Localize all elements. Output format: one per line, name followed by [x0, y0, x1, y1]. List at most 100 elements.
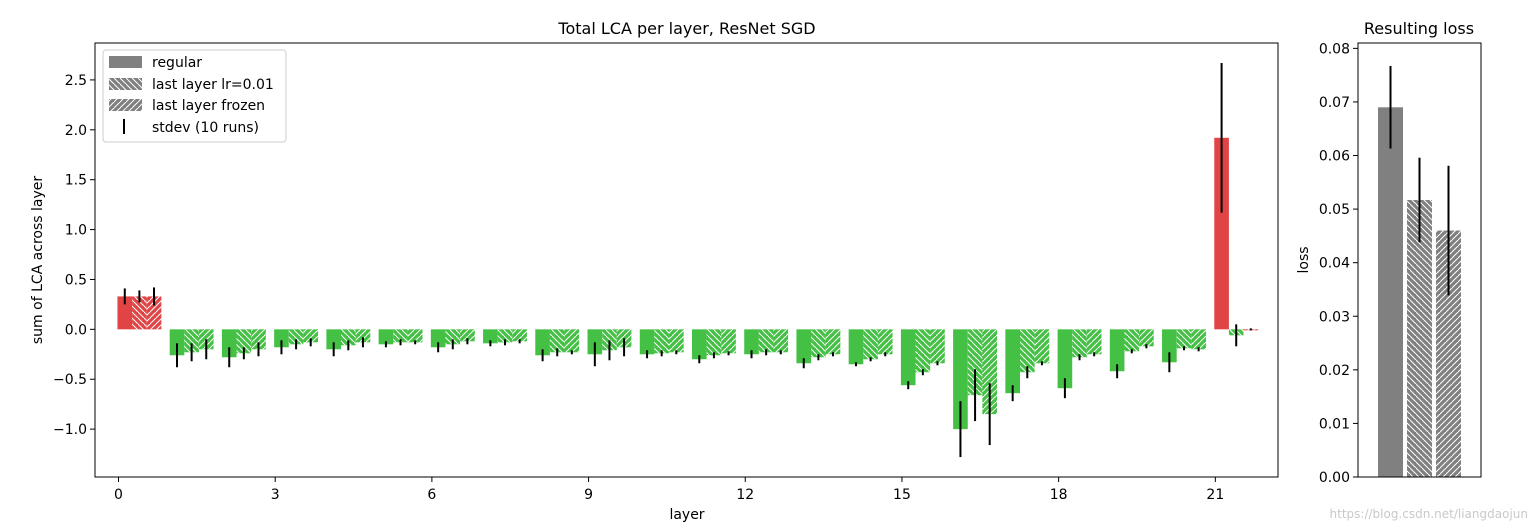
bar-hatch-layer-18: [1086, 329, 1102, 355]
side-chart-title: Resulting loss: [1364, 19, 1474, 38]
loss-y-tick-label: 0.03: [1319, 309, 1350, 325]
side-error-bars: [1389, 66, 1450, 296]
x-tick-label: 9: [584, 487, 593, 503]
x-tick-label: 18: [1050, 487, 1068, 503]
bar-hatch-layer-7: [512, 329, 527, 342]
bar-hatch-layer-12: [773, 329, 789, 353]
bar-regular-layer-18: [1057, 329, 1073, 389]
y-tick-label: 1.0: [65, 223, 87, 239]
legend-label-stdev: stdev (10 runs): [152, 120, 259, 136]
x-tick-label: 12: [736, 487, 754, 503]
bar-regular-layer-13: [796, 329, 812, 364]
legend-swatch-regular: [109, 56, 142, 68]
bar-regular-layer-9: [587, 329, 603, 355]
bar-hatch-layer-6: [460, 329, 475, 342]
loss-y-tick-label: 0.04: [1319, 256, 1350, 272]
bar-hatch-layer-10: [654, 329, 670, 354]
y-tick-label: 2.5: [65, 73, 87, 89]
main-x-ticks: 0 3 6 9 12 15 18 21: [114, 477, 1224, 503]
bar-regular-layer-17: [1005, 329, 1020, 394]
main-y-ticks: −1.0 −0.5 0.0 0.5 1.0 1.5 2.0 2.5: [53, 73, 95, 438]
bar-regular-layer-0: [117, 296, 133, 330]
bar-hatch-layer-20: [1176, 329, 1192, 349]
side-y-ticks: 0.00 0.01 0.02 0.03 0.04 0.05 0.06 0.07 0.08: [1319, 41, 1358, 486]
main-plot-frame: [94, 42, 1279, 478]
bar-regular-layer-20: [1162, 329, 1177, 363]
bar-hatch-layer-14: [877, 329, 893, 355]
bar-regular-layer-5: [378, 329, 394, 345]
bar-hatch-layer-11: [706, 329, 722, 356]
bar-regular-layer-12: [744, 329, 759, 355]
bar-hatch-layer-18: [1072, 329, 1087, 358]
bar-hatch-layer-10: [669, 329, 684, 353]
bar-regular-layer-1: [169, 329, 185, 356]
main-bars: [117, 137, 1259, 430]
bar-hatch-layer-16: [982, 329, 998, 415]
main-chart-title: Total LCA per layer, ResNet SGD: [557, 19, 815, 38]
legend-swatch-lr-hatch: [109, 78, 142, 90]
bar-hatch-layer-17: [1019, 329, 1035, 373]
main-x-axis-label: layer: [669, 507, 704, 523]
bar-regular-layer-11: [691, 329, 707, 360]
y-tick-label: −0.5: [53, 372, 87, 388]
legend-swatch-frozen-hatch: [109, 99, 142, 111]
bar-hatch-layer-3: [303, 329, 319, 343]
bar-hatch-layer-5: [393, 329, 408, 343]
y-tick-label: 0.5: [65, 272, 87, 288]
bar-hatch-layer-9: [602, 329, 617, 351]
bar-regular-layer-4: [326, 329, 342, 350]
watermark: https://blog.csdn.net/liangdaojun: [1330, 507, 1528, 521]
bar-hatch-layer-14: [863, 329, 878, 360]
bar-hatch-layer-13: [811, 329, 826, 358]
x-tick-label: 21: [1206, 487, 1224, 503]
y-tick-label: 1.5: [65, 173, 87, 189]
bar-hatch-layer-11: [721, 329, 736, 354]
main-y-axis-label: sum of LCA across layer: [30, 176, 46, 344]
bar-hatch-layer-2: [236, 329, 252, 354]
legend: regular last layer lr=0.01 last layer fr…: [102, 49, 287, 143]
bar-regular-layer-15: [900, 329, 916, 386]
bar-hatch-layer-6: [445, 329, 461, 345]
loss-bar-hatch: [1407, 199, 1432, 478]
lca-per-layer-chart: Total LCA per layer, ResNet SGD −1.0 −0.5…: [30, 19, 1279, 523]
bar-hatch-layer-17: [1034, 329, 1050, 364]
bar-regular-layer-6: [430, 329, 446, 348]
bar-regular-layer-16: [953, 329, 968, 430]
bar-hatch-layer-12: [758, 329, 774, 353]
loss-y-tick-label: 0.08: [1319, 41, 1350, 57]
y-tick-label: 0.0: [65, 322, 87, 338]
x-tick-label: 6: [427, 487, 436, 503]
loss-bar-regular: [1378, 107, 1403, 477]
loss-y-tick-label: 0.02: [1319, 363, 1350, 379]
legend-label-frozen: last layer frozen: [152, 98, 265, 114]
bar-hatch-layer-4: [355, 329, 371, 343]
bar-hatch-layer-1: [184, 329, 199, 353]
bar-regular-layer-3: [274, 329, 289, 348]
bar-hatch-layer-16: [967, 329, 983, 396]
bar-hatch-layer-8: [549, 329, 565, 353]
bar-regular-layer-7: [483, 329, 498, 344]
bar-hatch-layer-0: [132, 296, 147, 330]
bar-hatch-layer-4: [341, 329, 356, 346]
x-tick-label: 15: [893, 487, 911, 503]
side-plot-frame: [1357, 42, 1482, 478]
bar-hatch-layer-19: [1124, 329, 1140, 352]
bar-regular-layer-14: [848, 329, 864, 365]
bar-regular-layer-10: [639, 329, 655, 355]
bar-hatch-layer-15: [930, 329, 945, 364]
loss-y-tick-label: 0.05: [1319, 202, 1350, 218]
bar-hatch-layer-15: [915, 329, 931, 373]
side-y-axis-label: loss: [1296, 246, 1312, 273]
resulting-loss-chart: Resulting loss 0.000.010.020.030.040.050…: [1296, 19, 1482, 486]
bar-hatch-layer-2: [251, 329, 266, 350]
legend-frame: [102, 49, 287, 143]
main-error-bars: [123, 62, 1252, 458]
bar-hatch-layer-0: [146, 296, 162, 330]
bar-hatch-layer-19: [1139, 329, 1154, 347]
y-tick-label: 2.0: [65, 123, 87, 139]
legend-label-lr: last layer lr=0.01: [152, 77, 274, 93]
bar-regular-layer-19: [1109, 329, 1125, 372]
bar-hatch-layer-20: [1191, 329, 1206, 350]
legend-label-regular: regular: [152, 55, 202, 71]
